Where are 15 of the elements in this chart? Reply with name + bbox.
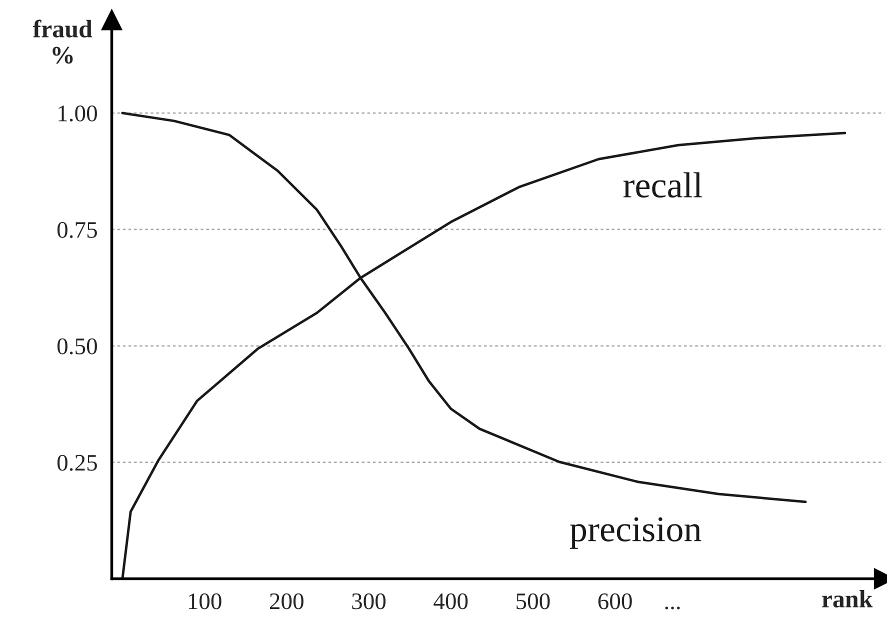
y-tick-label: 0.25	[57, 454, 97, 471]
series-label: precision	[570, 517, 702, 549]
x-tick-label: 500	[516, 593, 550, 610]
x-tick-label: 300	[352, 593, 386, 610]
y-tick-label: 1.00	[58, 106, 97, 122]
x-tick-label: 100	[188, 593, 222, 610]
y-tick-label: 0.50	[57, 338, 97, 354]
series-label: recall	[623, 172, 702, 198]
x-tick-label: 600	[598, 593, 632, 610]
y-axis-title: fraud %	[32, 20, 92, 64]
x-tick-label: ...	[665, 606, 680, 610]
x-tick-label: 200	[270, 593, 304, 610]
y-tick-label: 0.75	[57, 222, 97, 238]
x-axis-title: rank	[822, 590, 873, 608]
x-tick-label: 400	[434, 593, 468, 610]
